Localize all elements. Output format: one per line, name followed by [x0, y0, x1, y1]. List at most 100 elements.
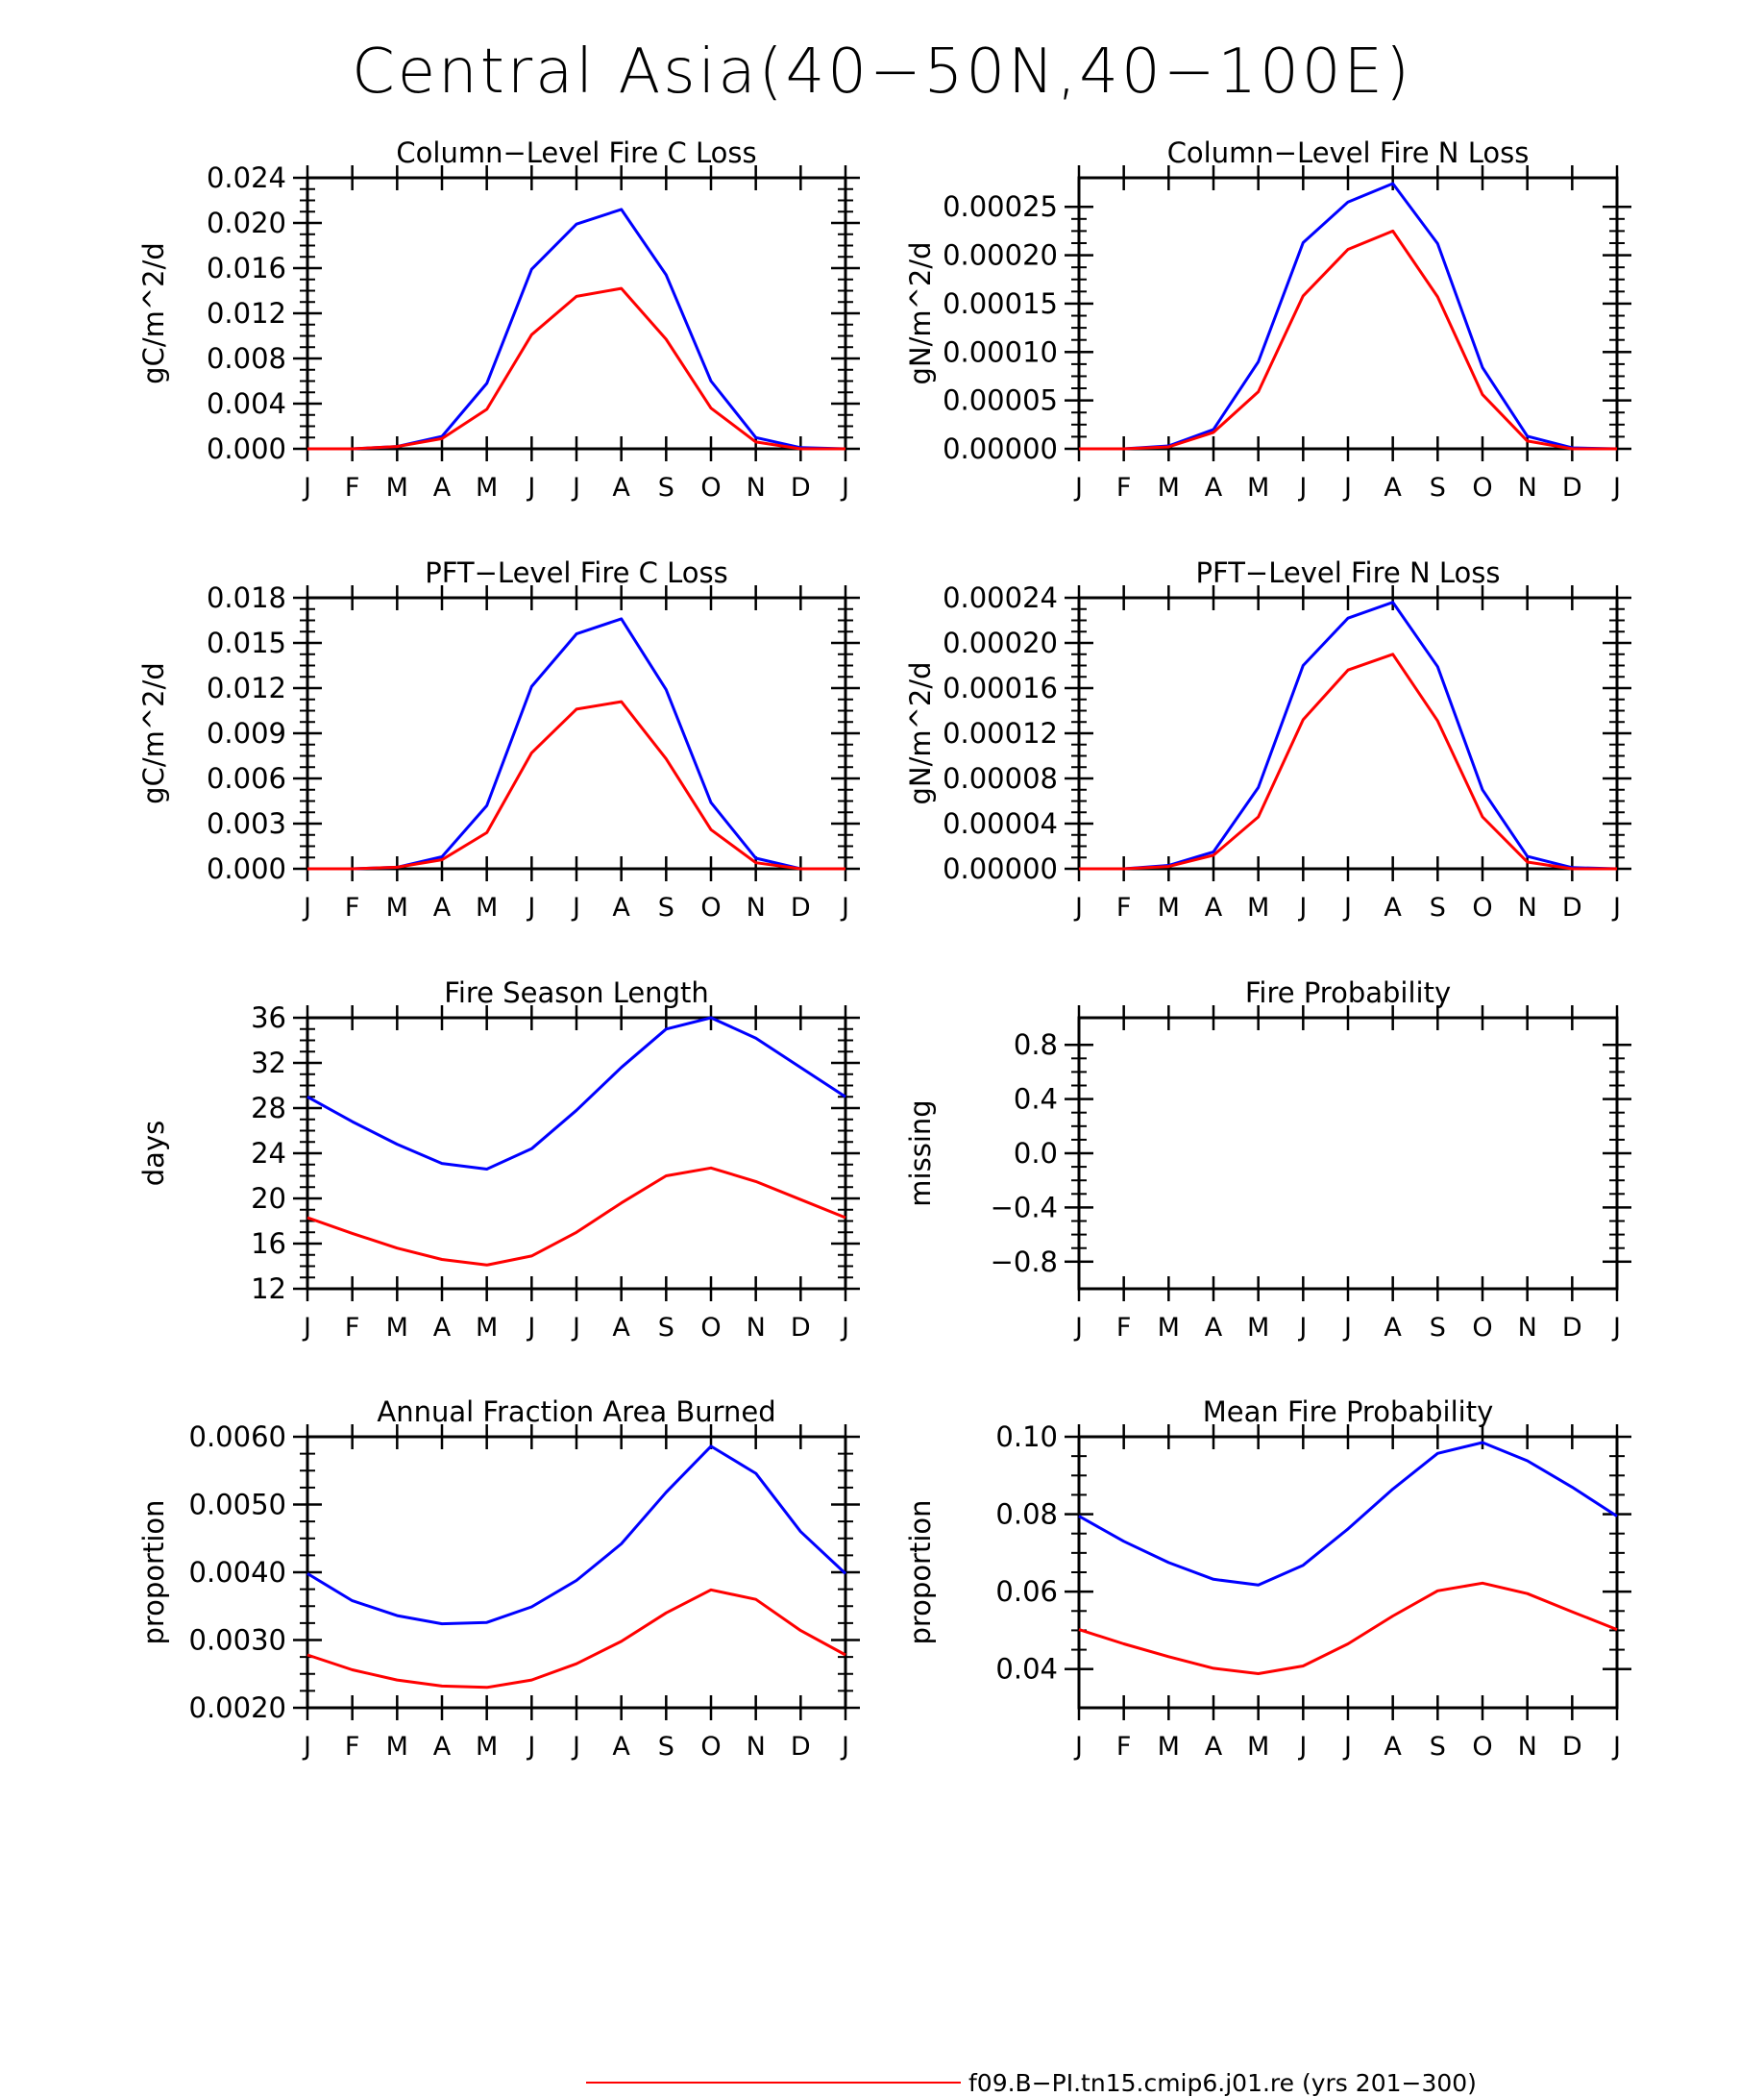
y-tick-label: 0.00008: [943, 762, 1058, 795]
y-tick-label: 0.004: [207, 387, 286, 420]
y-axis-label: days: [137, 1121, 170, 1186]
y-tick-label: 0.00012: [943, 717, 1058, 750]
y-tick-label: −0.8: [991, 1246, 1058, 1278]
series-line-red: [307, 700, 845, 871]
x-tick-label: O: [700, 473, 721, 503]
x-tick-label: J: [571, 893, 580, 923]
x-tick-label: M: [386, 1313, 408, 1343]
x-tick-label: F: [345, 893, 360, 923]
x-tick-label: A: [433, 893, 452, 923]
y-tick-label: 0.015: [207, 627, 286, 659]
x-tick-label: N: [1518, 1732, 1537, 1762]
y-tick-label: 0.012: [207, 297, 286, 330]
x-tick-label: S: [658, 473, 674, 503]
x-tick-label: J: [1073, 893, 1083, 923]
series-line-red: [307, 286, 845, 451]
x-tick-label: J: [840, 473, 849, 503]
series-line-blue: [306, 1444, 847, 1626]
x-tick-label: J: [1297, 893, 1307, 923]
x-tick-label: J: [1297, 1732, 1307, 1762]
y-tick-label: 0.00020: [943, 627, 1058, 659]
x-tick-label: D: [1562, 1313, 1582, 1343]
y-tick-label: 0.008: [207, 342, 286, 375]
y-tick-label: 0.024: [207, 161, 286, 194]
legend-line-swatch: [586, 2082, 961, 2084]
x-tick-label: A: [1205, 1313, 1223, 1343]
series-line-red: [1079, 653, 1617, 871]
plot-frame: [1077, 176, 1619, 451]
x-tick-label: M: [386, 893, 408, 923]
y-tick-label: 0.018: [207, 581, 286, 614]
x-tick-label: J: [1342, 1732, 1352, 1762]
series-line-blue: [1079, 182, 1618, 451]
x-tick-label: N: [747, 1732, 766, 1762]
chart-panel-3: J F M A M J J A S O N D J0.0000.0030.0060.0090.0120.…: [137, 556, 860, 923]
x-tick-label: J: [1611, 1732, 1621, 1762]
y-tick-label: 0.00010: [943, 335, 1058, 368]
y-tick-label: 28: [251, 1092, 286, 1124]
y-tick-label: 0.012: [207, 672, 286, 704]
y-tick-label: 36: [251, 1001, 286, 1034]
y-tick-label: 0.04: [995, 1653, 1058, 1686]
x-tick-label: J: [526, 893, 535, 923]
x-tick-label: M: [1158, 1732, 1180, 1762]
x-tick-label: J: [302, 473, 311, 503]
x-tick-label: O: [1472, 1313, 1492, 1343]
x-tick-label: D: [1562, 1732, 1582, 1762]
chart-panel-4: J F M A M J J A S O N D J0.000000.000040.000080.0001…: [904, 556, 1631, 923]
y-tick-label: 0.006: [207, 762, 286, 795]
series-line-red: [1078, 1581, 1618, 1675]
x-tick-label: A: [1384, 1732, 1402, 1762]
x-tick-label: F: [1116, 1732, 1132, 1762]
y-axis-label: gN/m^2/d: [904, 661, 937, 804]
legend-item: f09.B−PI.tn15.cmip6.j01.re (yrs 201−300): [586, 2068, 1477, 2097]
x-tick-label: J: [1297, 473, 1307, 503]
y-tick-label: 0.020: [207, 207, 286, 239]
x-tick-label: F: [1116, 1313, 1132, 1343]
y-axis-label: missing: [904, 1099, 937, 1206]
x-tick-label: O: [1472, 893, 1492, 923]
plot-frame: [1077, 1435, 1619, 1710]
x-tick-label: M: [1247, 1313, 1269, 1343]
x-tick-label: M: [386, 1732, 408, 1762]
y-axis-label: gN/m^2/d: [904, 241, 937, 384]
x-tick-label: N: [747, 473, 766, 503]
y-tick-label: 0.08: [995, 1498, 1058, 1531]
series-line-blue: [307, 617, 845, 871]
y-tick-label: 0.00025: [943, 190, 1058, 223]
x-tick-label: F: [345, 1313, 360, 1343]
x-tick-label: A: [612, 893, 630, 923]
x-tick-label: N: [1518, 893, 1537, 923]
y-tick-label: 0.000: [207, 432, 286, 465]
legend-label: f09.B−PI.tn15.cmip6.j01.re (yrs 201−300): [968, 2068, 1477, 2097]
plot-frame: [306, 1016, 847, 1291]
x-tick-label: S: [658, 893, 674, 923]
y-tick-label: 0.0: [1014, 1137, 1058, 1170]
x-tick-label: S: [1430, 893, 1446, 923]
chart-panel-2: J F M A M J J A S O N D J0.000000.000050.000100.0001…: [904, 136, 1631, 503]
x-tick-label: N: [1518, 1313, 1537, 1343]
x-tick-label: O: [1472, 1732, 1492, 1762]
plot-frame: [306, 596, 847, 871]
x-tick-label: A: [1384, 473, 1402, 503]
x-tick-label: M: [1247, 1732, 1269, 1762]
x-tick-label: J: [302, 1313, 311, 1343]
x-tick-label: O: [700, 1313, 721, 1343]
x-tick-label: J: [526, 473, 535, 503]
y-tick-label: 0.0020: [189, 1691, 286, 1724]
y-axis-label: proportion: [137, 1499, 170, 1644]
x-tick-label: O: [700, 893, 721, 923]
x-tick-label: D: [791, 1732, 811, 1762]
x-tick-label: S: [1430, 1313, 1446, 1343]
plot-frame: [1077, 1016, 1619, 1291]
x-tick-label: J: [1297, 1313, 1307, 1343]
chart-title: Annual Fraction Area Burned: [377, 1395, 775, 1428]
x-tick-label: A: [1205, 1732, 1223, 1762]
x-tick-label: A: [612, 1313, 630, 1343]
chart-title: Fire Probability: [1245, 976, 1451, 1009]
x-tick-label: S: [1430, 1732, 1446, 1762]
